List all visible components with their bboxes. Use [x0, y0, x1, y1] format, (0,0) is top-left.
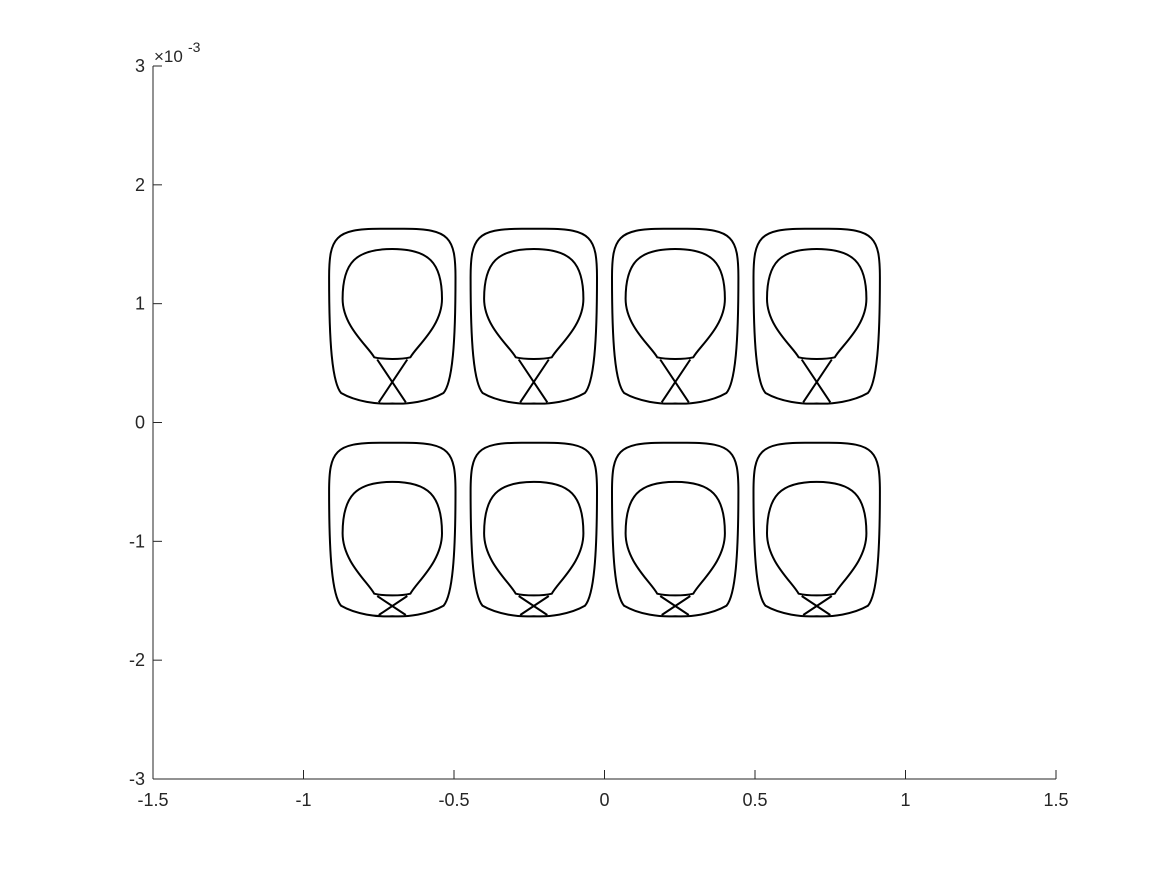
x-tick-label: -1.5 [137, 790, 168, 810]
x-tick-label: 1.5 [1043, 790, 1068, 810]
x-tick-label: -1 [295, 790, 311, 810]
inner-contour [341, 480, 443, 597]
y-tick-label: 0 [135, 413, 145, 433]
outer-contour [752, 441, 881, 618]
curves [328, 227, 881, 618]
y-tick-label: -1 [129, 531, 145, 551]
cross-lines [801, 595, 833, 616]
y-ticks: -3 -2 -1 0 1 2 3 [129, 56, 162, 789]
inner-contour [341, 248, 443, 360]
inner-contour [483, 480, 585, 597]
outer-contour [328, 441, 457, 618]
outer-contour [752, 227, 881, 405]
outer-contour [611, 441, 740, 618]
inner-contour [624, 248, 726, 360]
y-tick-label: 1 [135, 294, 145, 314]
cross-lines [800, 358, 833, 403]
axes [152, 66, 1056, 780]
x-tick-label: 0 [599, 790, 609, 810]
y-tick-label: -3 [129, 769, 145, 789]
outer-contour [469, 441, 598, 618]
y-scale-base: ×10 [154, 47, 183, 66]
x-tick-label: 0.5 [742, 790, 767, 810]
cross-lines [517, 358, 550, 403]
cross-lines [376, 595, 408, 616]
x-ticks: -1.5 -1 -0.5 0 0.5 1 1.5 [137, 770, 1069, 810]
x-tick-label: -0.5 [438, 790, 469, 810]
outer-contour [611, 227, 740, 405]
x-tick-label: 1 [900, 790, 910, 810]
cross-lines [659, 595, 691, 616]
y-tick-label: -2 [129, 650, 145, 670]
inner-contour [624, 480, 726, 597]
outer-contour [469, 227, 598, 405]
y-tick-label: 2 [135, 175, 145, 195]
outer-contour [328, 227, 457, 405]
cross-lines [518, 595, 550, 616]
inner-contour [483, 248, 585, 360]
y-scale-exponent: -3 [188, 39, 201, 55]
y-tick-label: 3 [135, 56, 145, 76]
cross-lines [659, 358, 692, 403]
y-scale-label: ×10 -3 [154, 39, 201, 66]
inner-contour [766, 480, 868, 597]
cross-lines [376, 358, 409, 403]
inner-contour [766, 248, 868, 360]
